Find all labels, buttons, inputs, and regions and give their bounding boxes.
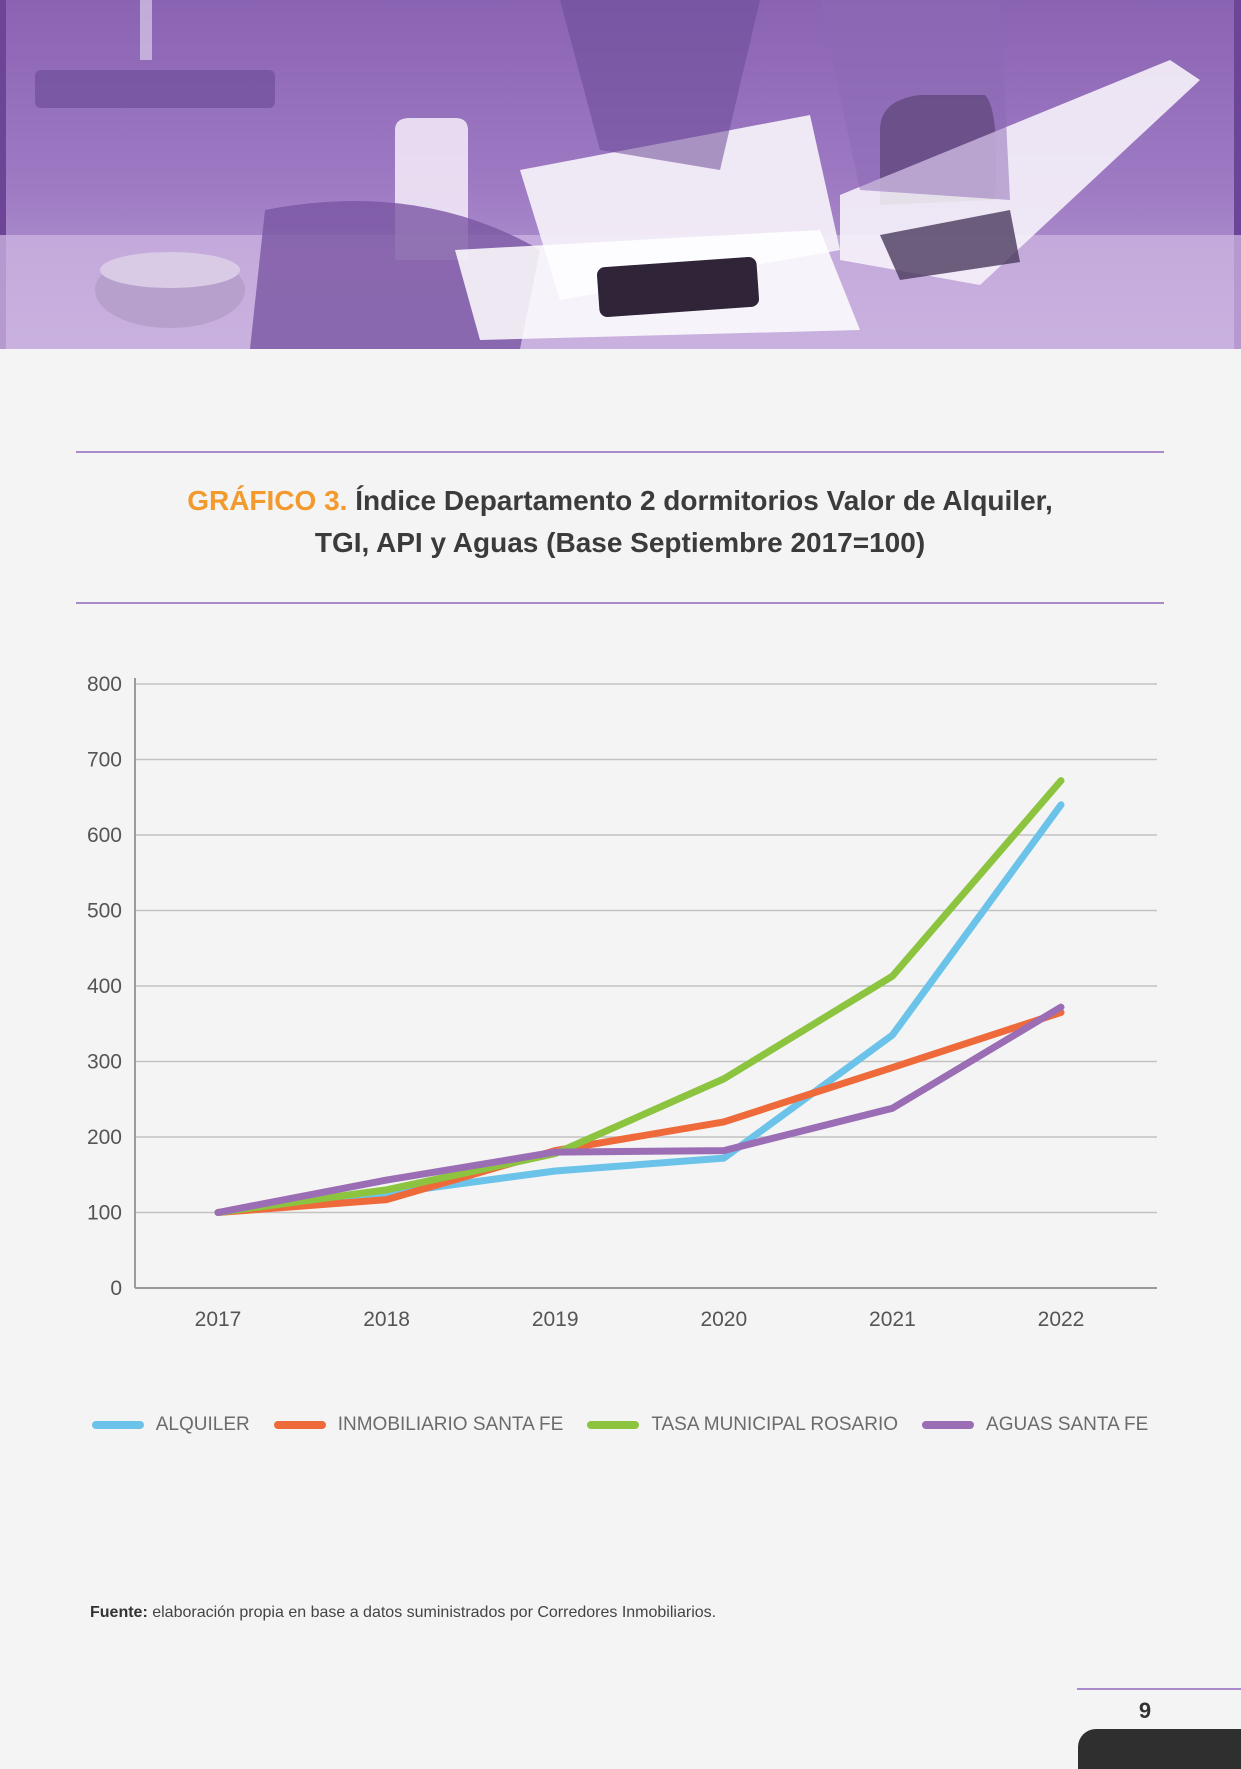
y-tick-label: 600 [87, 824, 122, 847]
x-tick-label: 2021 [869, 1308, 916, 1331]
header-photo [0, 0, 1241, 349]
legend-swatch [922, 1421, 975, 1429]
chart-title-prefix: GRÁFICO 3. [187, 485, 348, 516]
source-label: Fuente: [90, 1604, 148, 1621]
source-text: elaboración propia en base a datos sumin… [147, 1604, 717, 1621]
photo-illustration [0, 0, 1241, 349]
y-tick-label: 400 [87, 975, 122, 998]
chart-legend: ALQUILER INMOBILIARIO SANTA FE TASA MUNICI… [90, 1410, 1150, 1440]
legend-label: INMOBILIARIO SANTA FE [337, 1414, 564, 1435]
series-line-3 [214, 1003, 1065, 1216]
y-tick-label: 800 [87, 673, 122, 696]
legend-label: TASA MUNICIPAL ROSARIO [651, 1414, 899, 1435]
series-line-1 [214, 1008, 1065, 1216]
legend-swatch [587, 1421, 640, 1429]
corner-tab [1078, 1729, 1241, 1769]
y-tick-label: 100 [87, 1202, 122, 1225]
chart-title-line2: TGI, API y Aguas (Base Septiembre 2017=1… [314, 527, 926, 558]
x-tick-label: 2018 [363, 1308, 410, 1331]
x-tick-label: 2020 [700, 1308, 747, 1331]
line-chart: 0 100 200 300 400 500 600 700 800 2017 2018 2019 202… [87, 673, 1157, 1331]
series-line-2 [214, 777, 1065, 1216]
x-tick-label: 2019 [532, 1308, 579, 1331]
x-tick-label: 2017 [195, 1308, 242, 1331]
y-tick-label: 300 [87, 1051, 122, 1074]
y-tick-label: 0 [110, 1277, 122, 1300]
y-tick-label: 700 [87, 749, 122, 772]
x-tick-label: 2022 [1038, 1308, 1085, 1331]
title-top-rule [76, 451, 1164, 453]
legend-label: ALQUILER [155, 1414, 250, 1435]
source-note: Fuente: elaboración propia en base a dat… [90, 1604, 716, 1622]
chart-title: GRÁFICO 3. Índice Departamento 2 dormito… [120, 480, 1120, 564]
page-number-rule [1077, 1688, 1241, 1690]
y-tick-label: 500 [87, 900, 122, 923]
legend-swatch [91, 1421, 144, 1429]
y-tick-label: 200 [87, 1126, 122, 1149]
series-layer [214, 777, 1065, 1216]
legend-item: TASA MUNICIPAL ROSARIO [587, 1414, 898, 1436]
legend-item: INMOBILIARIO SANTA FE [273, 1414, 564, 1436]
title-bottom-rule [76, 602, 1164, 604]
legend-item: ALQUILER [91, 1414, 250, 1436]
chart-title-line1: Índice Departamento 2 dormitorios Valor … [355, 485, 1053, 516]
legend-item: AGUAS SANTA FE [922, 1414, 1148, 1436]
legend-swatch [273, 1421, 326, 1429]
page-number: 9 [1138, 1698, 1152, 1723]
axis-layer: 0 100 200 300 400 500 600 700 800 2017 2018 2019 202… [87, 673, 1157, 1331]
legend-label: AGUAS SANTA FE [986, 1414, 1149, 1435]
